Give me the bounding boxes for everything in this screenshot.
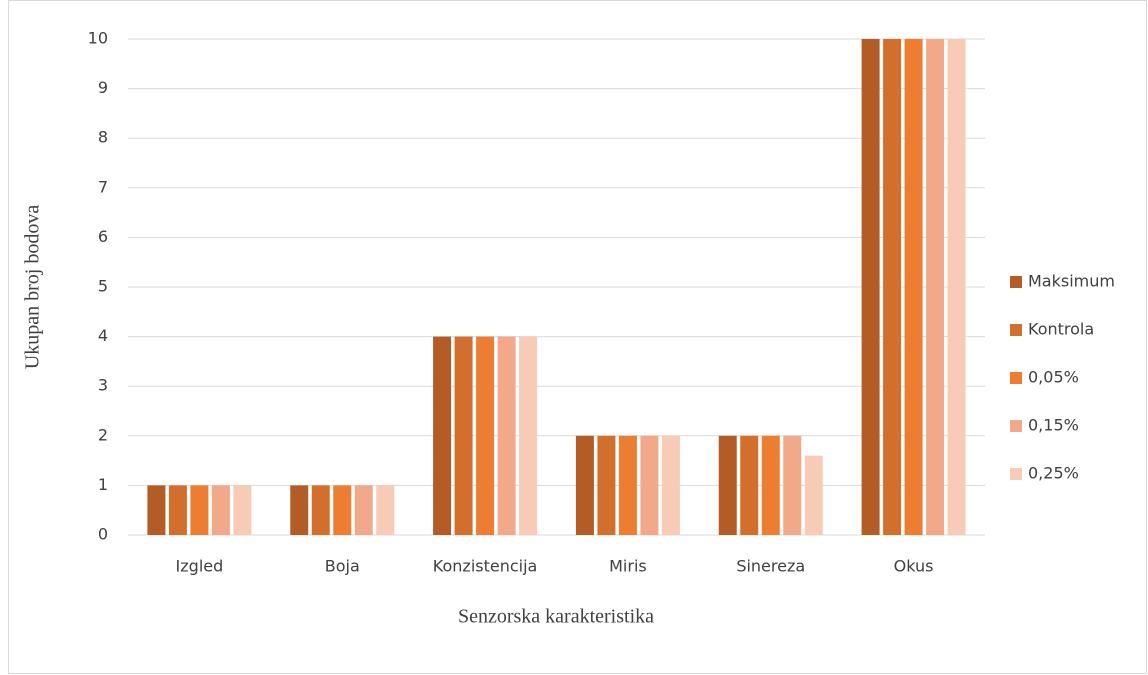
bar <box>476 336 495 535</box>
bar <box>190 485 209 535</box>
legend-label: Kontrola <box>1028 320 1094 339</box>
y-tick-label: 0 <box>98 525 108 544</box>
x-axis-title: Senzorska karakteristika <box>458 606 654 628</box>
legend-label: 0,25% <box>1028 464 1079 483</box>
bar <box>718 435 737 535</box>
y-axis-title: Ukupan broj bodova <box>22 205 44 370</box>
legend-swatch <box>1010 420 1022 432</box>
x-tick-label: Boja <box>325 557 360 576</box>
y-tick-label: 4 <box>98 326 108 345</box>
bar <box>640 435 659 535</box>
legend-swatch <box>1010 324 1022 336</box>
x-tick-label: Sinereza <box>736 557 805 576</box>
bar <box>376 485 395 535</box>
bar <box>947 39 966 535</box>
y-tick-label: 10 <box>88 29 108 48</box>
bar <box>497 336 516 535</box>
bar <box>519 336 538 535</box>
bar <box>861 39 880 535</box>
bar <box>333 485 352 535</box>
bar <box>147 485 166 535</box>
legend-swatch <box>1010 276 1022 288</box>
y-tick-label: 2 <box>98 425 108 444</box>
bar <box>661 435 680 535</box>
bar <box>597 435 616 535</box>
bar <box>290 485 309 535</box>
bar <box>761 435 780 535</box>
bar <box>883 39 902 535</box>
x-tick-label: Konzistencija <box>433 557 538 576</box>
y-tick-label: 1 <box>98 475 108 494</box>
legend-label: 0,05% <box>1028 368 1079 387</box>
x-tick-label: Okus <box>894 557 934 576</box>
x-tick-label: Izgled <box>176 557 224 576</box>
y-tick-label: 8 <box>98 128 108 147</box>
legend-label: 0,15% <box>1028 416 1079 435</box>
y-tick-label: 7 <box>98 177 108 196</box>
bar <box>211 485 230 535</box>
legend-swatch <box>1010 372 1022 384</box>
bar <box>233 485 252 535</box>
bar <box>904 39 923 535</box>
bar <box>804 455 823 535</box>
y-tick-label: 6 <box>98 227 108 246</box>
bar <box>783 435 802 535</box>
bar <box>433 336 452 535</box>
bar <box>575 435 594 535</box>
y-tick-label: 5 <box>98 277 108 296</box>
bar <box>354 485 373 535</box>
y-tick-label: 9 <box>98 78 108 97</box>
legend-swatch <box>1010 468 1022 480</box>
bar <box>168 485 187 535</box>
bar <box>926 39 945 535</box>
bar <box>454 336 473 535</box>
x-tick-label: Miris <box>609 557 647 576</box>
bar <box>740 435 759 535</box>
bar <box>311 485 330 535</box>
y-tick-label: 3 <box>98 376 108 395</box>
bar <box>618 435 637 535</box>
legend-label: Maksimum <box>1028 272 1115 291</box>
